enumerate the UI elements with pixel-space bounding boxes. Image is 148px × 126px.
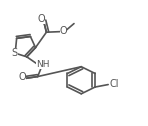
Text: O: O bbox=[37, 14, 45, 24]
Text: O: O bbox=[60, 26, 67, 36]
Text: NH: NH bbox=[36, 60, 49, 69]
Text: Cl: Cl bbox=[109, 79, 119, 89]
Text: S: S bbox=[11, 48, 17, 58]
Text: O: O bbox=[18, 72, 26, 82]
